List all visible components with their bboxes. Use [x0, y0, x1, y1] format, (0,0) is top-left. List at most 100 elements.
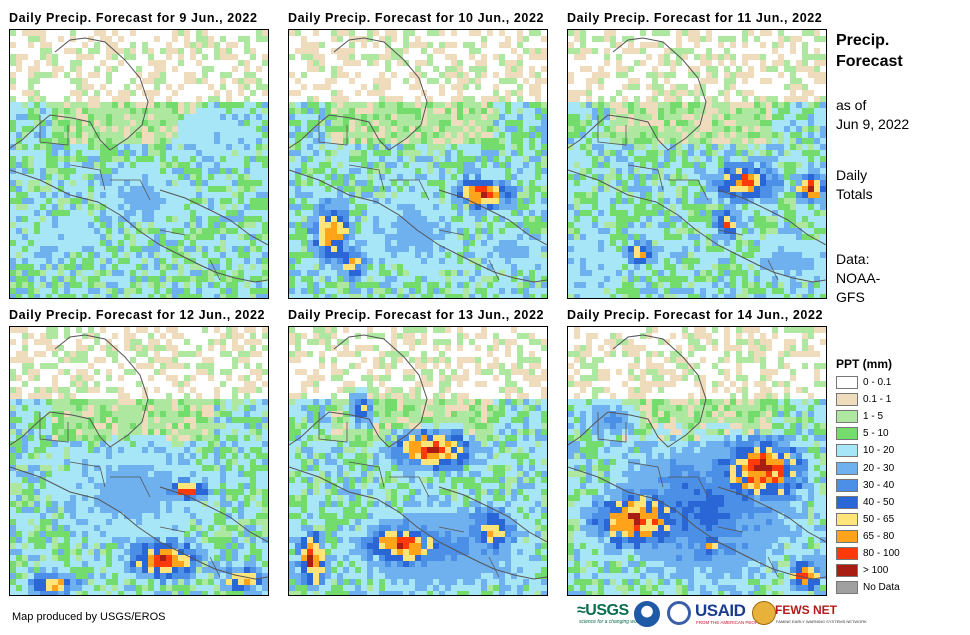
- legend-label: 50 - 65: [863, 513, 895, 525]
- precip-raster: [289, 327, 547, 595]
- forecast-panel-day1: Daily Precip. Forecast for 9 Jun., 2022: [9, 9, 269, 299]
- legend-label: 40 - 50: [863, 496, 895, 508]
- coastline: [289, 334, 547, 580]
- data-source-line2: NOAA-: [836, 270, 881, 286]
- credit-text: Map produced by USGS/EROS: [12, 611, 166, 623]
- legend-label: 0 - 0.1: [863, 377, 892, 389]
- fews-net-icon: [752, 601, 776, 625]
- legend-label: 20 - 30: [863, 462, 895, 474]
- coastline: [10, 334, 268, 580]
- panel-title: Daily Precip. Forecast for 9 Jun., 2022: [9, 11, 258, 25]
- legend-label: 5 - 10: [863, 428, 889, 440]
- legend-label: > 100: [863, 565, 889, 577]
- data-source-line1: Data:: [836, 251, 870, 267]
- panel-title: Daily Precip. Forecast for 11 Jun., 2022: [567, 11, 823, 25]
- legend-item: 50 - 65: [836, 511, 956, 528]
- panel-title: Daily Precip. Forecast for 13 Jun., 2022: [288, 308, 545, 322]
- legend-swatch: [836, 512, 858, 526]
- panel-title: Daily Precip. Forecast for 12 Jun., 2022: [9, 308, 266, 322]
- data-source-label: Data: NOAA- GFS: [836, 250, 880, 307]
- country-borders: [597, 115, 779, 281]
- country-borders: [597, 412, 779, 578]
- partner-logos: ≈USGS science for a changing world USAID…: [577, 600, 867, 630]
- totals-label: Daily Totals: [836, 166, 873, 204]
- totals-line1: Daily: [836, 167, 868, 183]
- precip-legend: PPT (mm) 0 - 0.1 0.1 - 1 1 - 5 5 - 10 10 - 2…: [836, 356, 956, 596]
- legend-item: 5 - 10: [836, 425, 956, 442]
- legend-item: 10 - 20: [836, 442, 956, 459]
- data-source-line3: GFS: [836, 289, 865, 305]
- side-heading: Precip. Forecast: [836, 30, 903, 72]
- legend-title: PPT (mm): [836, 357, 893, 371]
- legend-swatch: [836, 410, 858, 424]
- legend-label: 0.1 - 1: [863, 394, 892, 406]
- legend-swatch: [836, 478, 858, 492]
- as-of-label: as of Jun 9, 2022: [836, 96, 909, 134]
- legend-item: 0 - 0.1: [836, 374, 956, 391]
- forecast-panel-day4: Daily Precip. Forecast for 12 Jun., 2022: [9, 306, 269, 596]
- country-borders: [39, 412, 221, 578]
- country-borders: [318, 412, 500, 578]
- precip-map: [288, 29, 548, 299]
- usgs-logo: ≈USGS: [577, 602, 629, 619]
- precip-map: [288, 326, 548, 596]
- coastline: [10, 37, 268, 283]
- precip-raster: [289, 30, 547, 298]
- panel-title: Daily Precip. Forecast for 14 Jun., 2022: [567, 308, 824, 322]
- legend-label: 65 - 80: [863, 530, 895, 542]
- legend-item: 0.1 - 1: [836, 391, 956, 408]
- legend-swatch: [836, 427, 858, 441]
- legend-label: No Data: [863, 582, 900, 594]
- legend-label: 1 - 5: [863, 411, 884, 423]
- legend-swatch: [836, 461, 858, 475]
- side-heading-line1: Precip.: [836, 32, 890, 49]
- usaid-logo: USAID: [695, 601, 746, 620]
- as-of-date: Jun 9, 2022: [836, 116, 910, 132]
- panel-title: Daily Precip. Forecast for 10 Jun., 2022: [288, 11, 545, 25]
- legend-swatch: [836, 529, 858, 543]
- legend-rows: 0 - 0.1 0.1 - 1 1 - 5 5 - 10 10 - 20 20 - 30 3…: [836, 374, 956, 596]
- legend-label: 10 - 20: [863, 445, 895, 457]
- legend-item: 20 - 30: [836, 459, 956, 476]
- legend-swatch: [836, 495, 858, 509]
- legend-swatch: [836, 581, 858, 595]
- coastline: [568, 334, 826, 580]
- usaid-tagline: FROM THE AMERICAN PEOPLE: [696, 620, 764, 625]
- coastline: [289, 37, 547, 283]
- legend-label: 80 - 100: [863, 547, 900, 559]
- precip-raster: [10, 327, 268, 595]
- precip-raster: [10, 30, 268, 298]
- forecast-panel-day6: Daily Precip. Forecast for 14 Jun., 2022: [567, 306, 827, 596]
- fews-net-logo: FEWS NET: [775, 603, 837, 617]
- legend-item: > 100: [836, 562, 956, 579]
- precip-map: [567, 326, 827, 596]
- side-heading-line2: Forecast: [836, 53, 903, 70]
- forecast-panel-day2: Daily Precip. Forecast for 10 Jun., 2022: [288, 9, 548, 299]
- precip-raster: [568, 30, 826, 298]
- precip-map: [9, 29, 269, 299]
- legend-item: 30 - 40: [836, 477, 956, 494]
- precip-map: [9, 326, 269, 596]
- legend-swatch: [836, 393, 858, 407]
- country-borders: [318, 115, 500, 281]
- forecast-panel-day5: Daily Precip. Forecast for 13 Jun., 2022: [288, 306, 548, 596]
- legend-item: 1 - 5: [836, 408, 956, 425]
- legend-swatch: [836, 376, 858, 390]
- legend-item: 80 - 100: [836, 545, 956, 562]
- fews-net-tagline: FAMINE EARLY WARNING SYSTEMS NETWORK: [776, 619, 867, 624]
- legend-swatch: [836, 564, 858, 578]
- legend-item: 65 - 80: [836, 528, 956, 545]
- coastline: [568, 37, 826, 283]
- forecast-panel-day3: Daily Precip. Forecast for 11 Jun., 2022: [567, 9, 827, 299]
- usgs-tagline: science for a changing world: [579, 619, 643, 625]
- precip-raster: [568, 327, 826, 595]
- totals-line2: Totals: [836, 186, 873, 202]
- legend-item: No Data: [836, 579, 956, 596]
- as-of-line1: as of: [836, 97, 867, 113]
- noaa-logo: [634, 601, 660, 627]
- legend-item: 40 - 50: [836, 494, 956, 511]
- legend-label: 30 - 40: [863, 479, 895, 491]
- country-borders: [39, 115, 221, 281]
- nasa-seal-icon: [667, 601, 691, 625]
- precip-map: [567, 29, 827, 299]
